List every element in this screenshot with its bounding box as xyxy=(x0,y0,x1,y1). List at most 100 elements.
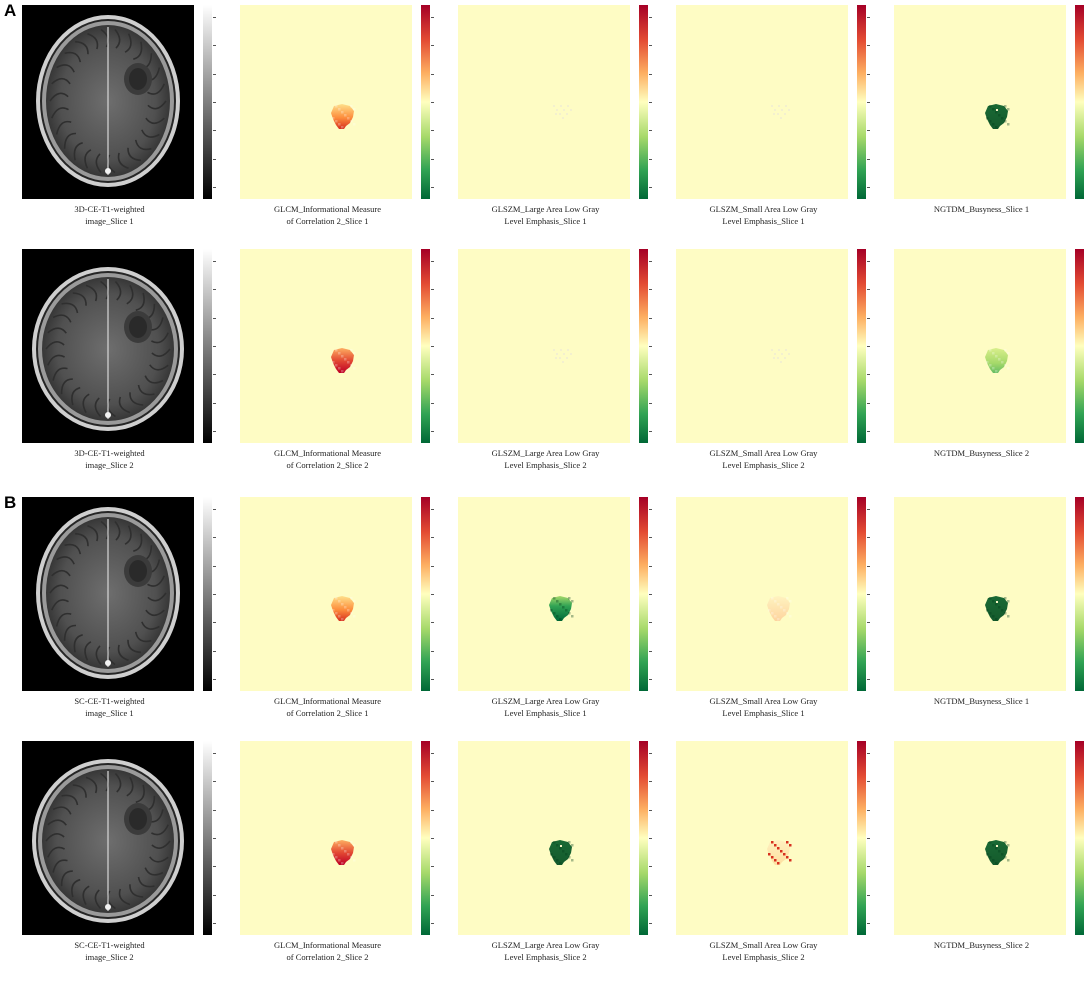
caption-line: image_Slice 2 xyxy=(85,460,134,470)
feature-heatmap xyxy=(894,497,1066,691)
colorbar-tick xyxy=(213,402,216,404)
feature-heatmap xyxy=(894,741,1066,935)
caption-line: of Correlation 2_Slice 1 xyxy=(286,708,369,718)
feature-heatmap xyxy=(676,249,848,443)
caption-line: image_Slice 2 xyxy=(85,952,134,962)
colorbar-tick xyxy=(649,809,652,811)
colorbar xyxy=(1075,741,1084,935)
feature-heatmap xyxy=(458,497,630,691)
colorbar-tick xyxy=(431,261,434,262)
tile-caption: GLCM_Informational Measure of Correlation… xyxy=(230,447,425,471)
colorbar-tick xyxy=(431,45,434,47)
colorbar-tick xyxy=(213,261,216,262)
mri-image xyxy=(22,5,194,199)
colorbar-ticks xyxy=(213,741,237,935)
caption-line: GLSZM_Large Area Low Gray xyxy=(491,204,600,214)
colorbar-tick xyxy=(431,431,434,432)
figure-tile: GLCM_Informational Measure of Correlation… xyxy=(240,741,455,981)
colorbar-tick xyxy=(431,346,434,347)
colorbar-tick xyxy=(431,317,434,319)
caption-line: Level Emphasis_Slice 2 xyxy=(722,952,805,962)
feature-heatmap xyxy=(240,249,412,443)
tile-caption: NGTDM_Busyness_Slice 1 xyxy=(884,695,1079,707)
colorbar-tick xyxy=(213,346,216,347)
feature-heatmap xyxy=(894,5,1066,199)
colorbar-tick xyxy=(649,289,652,291)
figure-tile: 3D-CE-T1-weighted image_Slice 2 xyxy=(22,249,237,489)
caption-line: SC-CE-T1-weighted xyxy=(74,940,145,950)
figure-tile: NGTDM_Busyness_Slice 2 xyxy=(894,249,1084,489)
caption-line: Level Emphasis_Slice 1 xyxy=(504,216,587,226)
colorbar-tick xyxy=(649,346,652,347)
feature-heatmap xyxy=(676,497,848,691)
colorbar-ticks xyxy=(431,497,455,691)
colorbar xyxy=(857,741,866,935)
figure-tile: GLCM_Informational Measure of Correlation… xyxy=(240,5,455,245)
colorbar-ticks xyxy=(867,249,891,443)
colorbar-tick xyxy=(431,537,434,539)
colorbar-tick xyxy=(213,565,216,567)
tile-caption: NGTDM_Busyness_Slice 2 xyxy=(884,447,1079,459)
colorbar xyxy=(1075,497,1084,691)
colorbar-tick xyxy=(431,73,434,75)
colorbar-tick xyxy=(213,130,216,132)
colorbar-tick xyxy=(649,923,652,924)
colorbar-tick xyxy=(213,781,216,783)
colorbar xyxy=(203,497,212,691)
colorbar-tick xyxy=(649,594,652,595)
colorbar xyxy=(639,497,648,691)
colorbar-tick xyxy=(867,838,870,839)
mri-slice-svg xyxy=(36,15,180,187)
lesion-map-svg xyxy=(985,596,1010,621)
colorbar-tick xyxy=(431,866,434,868)
colorbar-tick xyxy=(867,894,870,896)
colorbar-tick xyxy=(213,73,216,75)
colorbar xyxy=(857,249,866,443)
colorbar-tick xyxy=(867,289,870,291)
caption-line: image_Slice 1 xyxy=(85,216,134,226)
colorbar-ticks xyxy=(649,249,673,443)
lesion-map-svg xyxy=(549,596,574,621)
tile-caption: GLCM_Informational Measure of Correlation… xyxy=(230,203,425,227)
colorbar-tick xyxy=(213,158,216,160)
mri-slice-svg xyxy=(32,759,184,923)
colorbar-tick xyxy=(649,187,652,188)
colorbar-tick xyxy=(431,838,434,839)
colorbar xyxy=(1075,249,1084,443)
colorbar-tick xyxy=(649,537,652,539)
colorbar xyxy=(421,249,430,443)
colorbar-tick xyxy=(213,650,216,652)
colorbar-tick xyxy=(213,374,216,376)
colorbar-tick xyxy=(431,402,434,404)
lesion-map-svg xyxy=(771,349,790,363)
colorbar-tick xyxy=(867,753,870,754)
caption-line: NGTDM_Busyness_Slice 1 xyxy=(933,696,1030,706)
caption-line: GLSZM_Large Area Low Gray xyxy=(491,448,600,458)
figure-tile: GLSZM_Large Area Low Gray Level Emphasis_… xyxy=(458,741,673,981)
colorbar-tick xyxy=(431,102,434,103)
caption-line: Level Emphasis_Slice 1 xyxy=(504,708,587,718)
tile-caption: GLSZM_Small Area Low Gray Level Emphasis_… xyxy=(666,695,861,719)
caption-line: of Correlation 2_Slice 1 xyxy=(286,216,369,226)
colorbar-tick xyxy=(867,781,870,783)
caption-line: NGTDM_Busyness_Slice 2 xyxy=(933,940,1030,950)
figure-tile: GLSZM_Large Area Low Gray Level Emphasis_… xyxy=(458,5,673,245)
mri-image xyxy=(22,249,194,443)
figure-tile: SC-CE-T1-weighted image_Slice 1 xyxy=(22,497,237,737)
colorbar-ticks xyxy=(431,741,455,935)
colorbar-ticks xyxy=(867,5,891,199)
lesion-map-svg xyxy=(985,104,1010,129)
colorbar-tick xyxy=(867,130,870,132)
tile-caption: NGTDM_Busyness_Slice 1 xyxy=(884,203,1079,215)
tile-caption: GLCM_Informational Measure of Correlation… xyxy=(230,939,425,963)
colorbar-tick xyxy=(213,17,216,18)
colorbar-tick xyxy=(867,73,870,75)
colorbar-tick xyxy=(649,17,652,18)
colorbar-tick xyxy=(649,838,652,839)
colorbar-ticks xyxy=(431,5,455,199)
caption-line: SC-CE-T1-weighted xyxy=(74,696,145,706)
caption-line: 3D-CE-T1-weighted xyxy=(74,448,145,458)
colorbar-tick xyxy=(431,753,434,754)
colorbar-tick xyxy=(213,679,216,680)
colorbar-tick xyxy=(867,923,870,924)
